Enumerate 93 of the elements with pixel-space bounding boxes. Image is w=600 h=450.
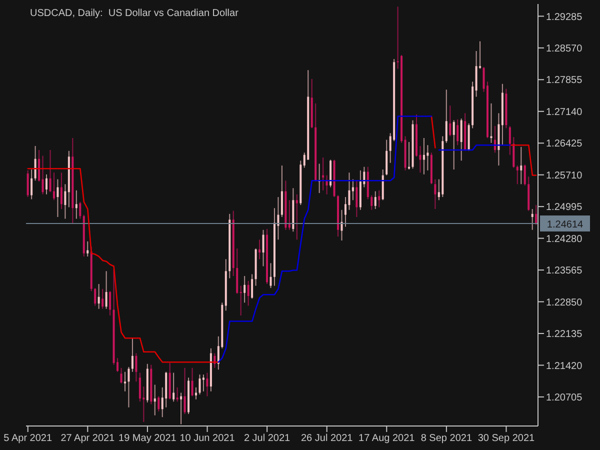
y-tick-label: 1.28570: [546, 43, 583, 54]
candlestick: [46, 174, 48, 195]
chart-title: USDCAD, Daily: US Dollar vs Canadian Dollar: [30, 8, 238, 19]
candlestick: [105, 270, 108, 310]
y-tick-label: 1.29285: [546, 12, 583, 23]
candlestick: [452, 120, 455, 170]
candlestick: [356, 180, 358, 218]
candlestick: [270, 262, 272, 288]
y-tick-label: 1.24280: [546, 234, 583, 245]
candlestick: [52, 172, 55, 201]
y-tick-label: 1.22135: [546, 329, 583, 340]
candlestick: [426, 144, 429, 171]
candlestick: [176, 386, 178, 402]
candlestick: [135, 352, 138, 382]
y-tick-label: 1.27855: [546, 75, 583, 86]
candlestick: [191, 367, 194, 397]
candlestick: [434, 178, 436, 210]
candlestick: [30, 169, 33, 200]
x-tick-label: 5 Apr 2021: [4, 433, 52, 444]
candlestick: [531, 208, 534, 230]
candlestick: [422, 138, 425, 175]
y-tick-label: 1.23565: [546, 266, 583, 277]
candlestick: [102, 288, 104, 310]
ref-line-label: 1.24614: [546, 219, 584, 230]
candlestick: [86, 240, 89, 257]
candlestick: [460, 118, 462, 162]
candlestick: [79, 201, 82, 220]
candlestick: [109, 290, 112, 316]
candlestick: [374, 190, 376, 210]
candlestick: [296, 194, 298, 240]
y-tick-label: 1.24995: [546, 202, 583, 214]
y-tick-label: 1.27140: [546, 106, 583, 118]
candlestick: [247, 280, 250, 306]
candlestick: [194, 386, 197, 400]
candlestick: [94, 287, 96, 306]
candlestick: [128, 366, 130, 408]
candlestick: [386, 139, 388, 176]
candlestick: [508, 126, 511, 156]
candlestick: [26, 170, 29, 198]
candlestick: [240, 285, 242, 316]
candlestick: [75, 190, 78, 220]
candlestick: [49, 149, 52, 193]
x-tick-label: 30 Sep 2021: [478, 433, 536, 444]
candlestick: [198, 374, 201, 395]
y-tick-label: 1.21420: [546, 360, 583, 372]
candlestick: [98, 284, 100, 310]
x-tick-label: 19 May 2021: [118, 433, 177, 444]
candlestick: [172, 372, 175, 402]
candlestick: [56, 178, 59, 218]
candlestick: [184, 367, 186, 415]
x-tick-label: 10 Jun 2021: [180, 433, 236, 444]
candlestick: [202, 374, 204, 392]
candlestick: [60, 172, 62, 210]
candlestick: [382, 169, 384, 201]
candlestick: [154, 384, 156, 416]
candlestick: [251, 274, 254, 300]
y-tick-label: 1.26425: [546, 138, 583, 150]
candlestick: [524, 164, 526, 186]
y-tick-label: 1.25710: [546, 170, 583, 182]
candlestick: [449, 105, 452, 137]
candlestick: [180, 392, 182, 425]
x-tick-label: 17 Aug 2021: [358, 433, 416, 444]
candlestick: [378, 190, 380, 208]
y-tick-label: 1.22850: [546, 297, 583, 308]
x-tick-label: 26 Jul 2021: [300, 433, 354, 444]
candlestick: [370, 194, 373, 210]
x-tick-label: 27 Apr 2021: [60, 433, 116, 444]
candlestick: [512, 136, 515, 168]
candlestick: [490, 102, 492, 144]
y-tick-label: 1.20705: [546, 392, 583, 404]
candlestick: [64, 184, 66, 220]
candlestick: [262, 229, 264, 267]
candlestick: [158, 396, 160, 412]
candlestick: [520, 146, 522, 185]
candlestick: [131, 338, 134, 372]
x-tick-label: 2 Jul 2021: [244, 433, 291, 444]
candlestick: [138, 372, 141, 402]
candlestick: [206, 372, 208, 397]
candlestick: [42, 155, 44, 195]
candlestick: [120, 367, 122, 384]
candlestick: [280, 165, 283, 218]
candlestick: [445, 89, 448, 144]
candlestick: [34, 146, 36, 182]
candlestick: [124, 371, 126, 392]
x-tick-label: 8 Sep 2021: [420, 433, 472, 444]
candlestick: [258, 239, 261, 260]
candlestick: [38, 149, 40, 182]
candlestick: [535, 204, 538, 226]
candlestick: [340, 209, 343, 242]
candlestick: [352, 178, 354, 201]
candlestick: [456, 118, 459, 146]
candlestick: [516, 165, 518, 185]
candlestick: [244, 276, 246, 304]
